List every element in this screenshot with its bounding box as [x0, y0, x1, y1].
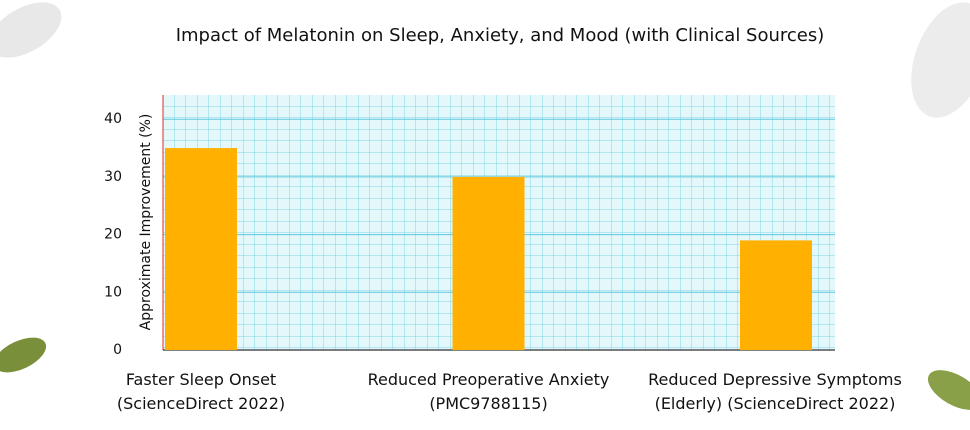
- y-tick-label: 40: [104, 111, 122, 127]
- x-tick-label: Reduced Depressive Symptoms (Elderly) (S…: [648, 370, 902, 413]
- x-tick-label: Faster Sleep Onset (ScienceDirect 2022): [116, 370, 286, 413]
- leaf-decoration: [0, 337, 47, 373]
- leaf-decoration: [911, 2, 970, 118]
- leaf-decoration: [0, 2, 62, 58]
- bar: [452, 176, 525, 350]
- leaf-decoration: [927, 370, 970, 410]
- y-axis-label: Approximate Improvement (%): [138, 114, 154, 331]
- bar: [740, 240, 812, 350]
- y-tick-label: 0: [113, 342, 122, 358]
- x-tick-label: Reduced Preoperative Anxiety (PMC9788115…: [367, 370, 610, 413]
- y-tick-label: 30: [104, 169, 122, 185]
- chart-title: Impact of Melatonin on Sleep, Anxiety, a…: [176, 25, 825, 46]
- bar: [165, 148, 237, 350]
- y-tick-label: 10: [104, 284, 122, 300]
- y-tick-label: 20: [104, 227, 122, 243]
